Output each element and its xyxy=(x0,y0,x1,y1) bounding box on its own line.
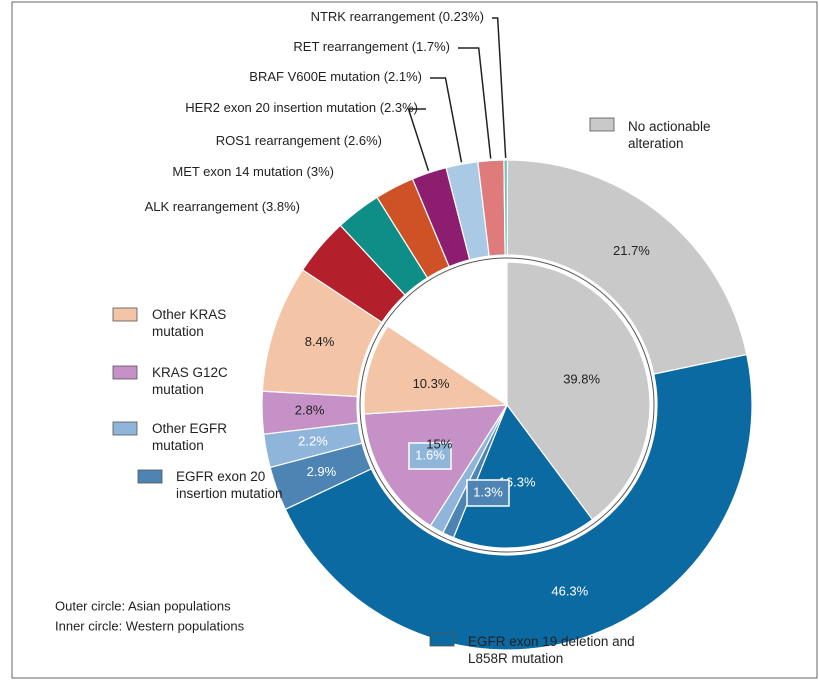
callout-name: ALK rearrangement xyxy=(145,199,259,214)
legend-swatch xyxy=(112,365,138,380)
leader-line xyxy=(407,108,430,172)
legend-label: EGFR exon 19 deletion and L858R mutation xyxy=(468,634,635,666)
callout-label: BRAF V600E mutation (2.1%) xyxy=(249,69,422,84)
outer-value-label: 8.4% xyxy=(305,334,335,349)
callout-value: (2.3%) xyxy=(380,100,418,115)
callout-label: ROS1 rearrangement (2.6%) xyxy=(216,133,382,148)
leader-line xyxy=(430,77,463,163)
callout-label: RET rearrangement (1.7%) xyxy=(293,39,450,54)
callout-label: HER2 exon 20 insertion mutation (2.3%) xyxy=(185,100,418,115)
inner-slice xyxy=(452,403,594,549)
outer-value-label: 2.9% xyxy=(307,464,337,479)
legend-label: KRAS G12C mutation xyxy=(152,365,228,397)
annotation: Outer circle: Asian populations xyxy=(55,598,231,613)
outer-slice xyxy=(506,159,748,375)
callout-name: HER2 exon 20 insertion mutation xyxy=(185,100,376,115)
leader-line xyxy=(492,17,507,159)
callout-value: (3.8%) xyxy=(262,199,300,214)
inner-value-label: 39.8% xyxy=(563,372,600,387)
legend-swatch xyxy=(112,307,138,322)
inner-value-label: 1.3% xyxy=(473,484,503,499)
outer-value-label: 21.7% xyxy=(613,243,650,258)
callout-name: RET rearrangement xyxy=(293,39,408,54)
callout-value: (1.7%) xyxy=(412,39,450,54)
legend-label: Other EGFR mutation xyxy=(152,421,228,453)
outer-slice xyxy=(503,159,509,256)
callout-value: (0.23%) xyxy=(438,9,484,24)
callout-label: NTRK rearrangement (0.23%) xyxy=(311,9,484,24)
outer-slice xyxy=(284,353,753,651)
leader-line xyxy=(458,47,492,159)
legend-swatch xyxy=(137,469,163,484)
callout-name: NTRK rearrangement xyxy=(311,9,436,24)
inner-slice xyxy=(506,261,651,521)
legend-swatch xyxy=(429,632,455,647)
callout-name: ROS1 rearrangement xyxy=(216,133,341,148)
outer-value-label: 2.8% xyxy=(295,403,325,418)
callout-value: (2.6%) xyxy=(344,133,382,148)
legend-label: Other KRAS mutation xyxy=(152,307,227,339)
value-box xyxy=(408,442,452,470)
legend-label: EGFR exon 20 insertion mutation xyxy=(176,469,283,501)
annotation: Inner circle: Western populations xyxy=(55,618,245,633)
outer-value-label: 46.3% xyxy=(551,584,588,599)
callout-value: (2.1%) xyxy=(384,69,422,84)
inner-value-label: 15% xyxy=(426,436,452,451)
inner-value-label: 10.3% xyxy=(413,376,450,391)
callout-label: MET exon 14 mutation (3%) xyxy=(172,164,334,179)
frame xyxy=(11,1,818,679)
callout-name: MET exon 14 mutation xyxy=(172,164,303,179)
callout-label: ALK rearrangement (3.8%) xyxy=(145,199,300,214)
callout-value: (3%) xyxy=(307,164,334,179)
legend-swatch xyxy=(112,421,138,436)
value-box xyxy=(466,479,510,507)
legend-label: No actionable alteration xyxy=(628,119,711,151)
inner-slice xyxy=(363,325,509,415)
legend-swatch xyxy=(589,117,615,132)
callout-name: BRAF V600E mutation xyxy=(249,69,380,84)
outer-value-label: 2.2% xyxy=(298,433,328,448)
inner-value-label: 1.6% xyxy=(415,447,445,462)
